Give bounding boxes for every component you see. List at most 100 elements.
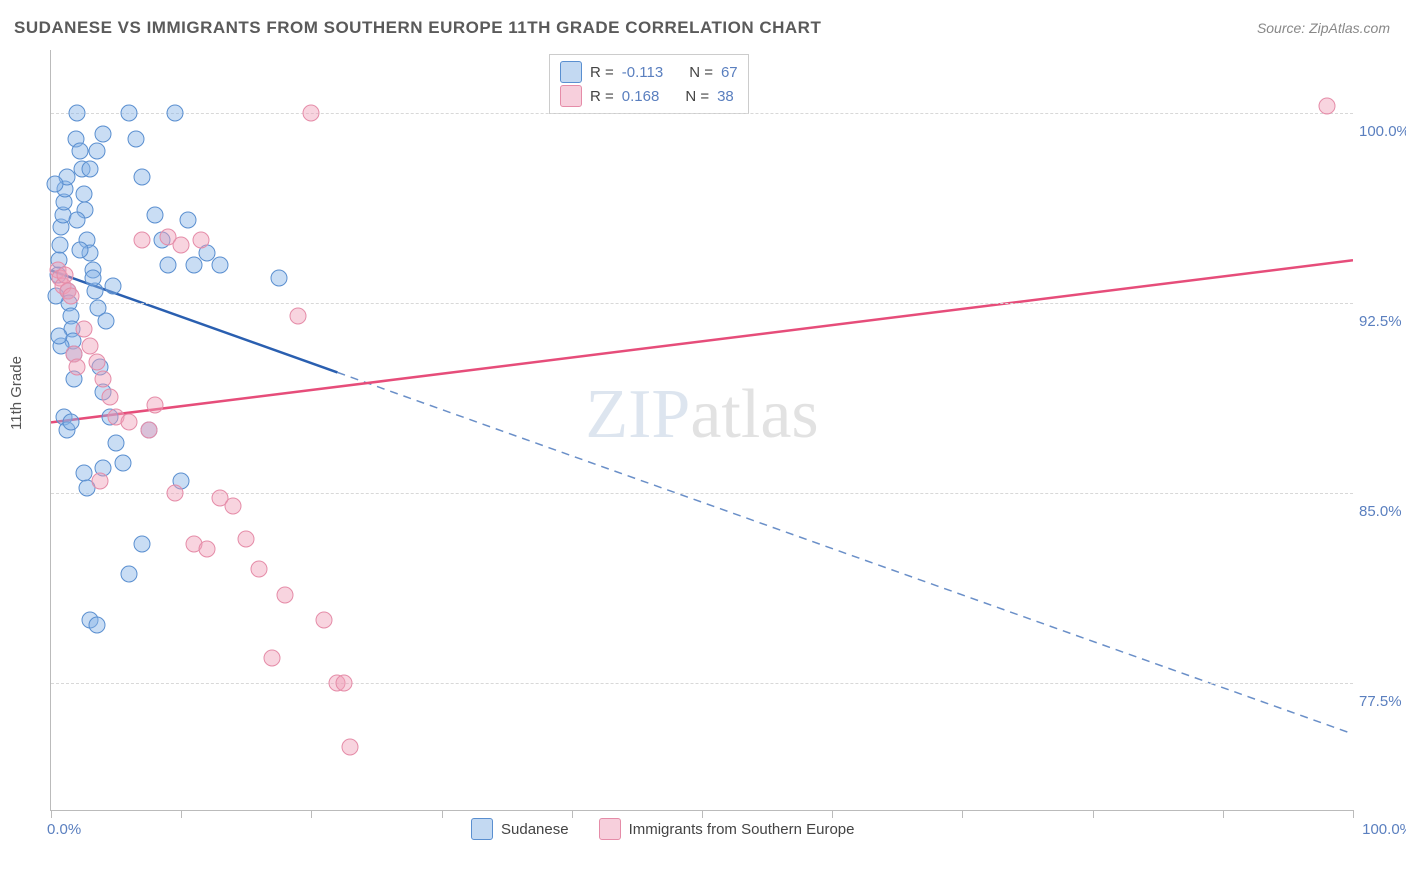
data-point (52, 237, 69, 254)
correlation-legend: R = -0.113 N = 67 R = 0.168 N = 38 (549, 54, 749, 114)
data-point (270, 270, 287, 287)
bottom-legend: Sudanese Immigrants from Southern Europe (471, 818, 855, 840)
data-point (121, 414, 138, 431)
data-point (71, 143, 88, 160)
data-point (212, 257, 229, 274)
legend-label-immigrants: Immigrants from Southern Europe (629, 821, 855, 838)
data-point (88, 353, 105, 370)
data-point (95, 125, 112, 142)
x-tick (51, 810, 52, 818)
y-tick-label: 85.0% (1359, 503, 1406, 520)
data-point (69, 358, 86, 375)
data-point (50, 328, 67, 345)
gridline (51, 683, 1353, 684)
data-point (92, 472, 109, 489)
data-point (238, 530, 255, 547)
watermark-zip: ZIP (585, 376, 690, 453)
legend-item-sudanese: Sudanese (471, 818, 569, 840)
legend-item-immigrants: Immigrants from Southern Europe (599, 818, 855, 840)
data-point (75, 186, 92, 203)
data-point (82, 161, 99, 178)
gridline (51, 303, 1353, 304)
data-point (1318, 97, 1335, 114)
data-point (316, 612, 333, 629)
y-tick-label: 100.0% (1359, 123, 1406, 140)
data-point (62, 414, 79, 431)
data-point (134, 536, 151, 553)
x-tick (1223, 810, 1224, 818)
n-label: N = (689, 64, 713, 81)
gridline (51, 493, 1353, 494)
data-point (134, 232, 151, 249)
data-point (192, 232, 209, 249)
swatch-blue (560, 61, 582, 83)
data-point (199, 541, 216, 558)
data-point (88, 617, 105, 634)
source-label: Source: ZipAtlas.com (1257, 20, 1390, 36)
data-point (251, 561, 268, 578)
data-point (62, 287, 79, 304)
data-point (84, 270, 101, 287)
r-value-blue: -0.113 (622, 64, 663, 81)
x-tick (962, 810, 963, 818)
x-tick (442, 810, 443, 818)
y-axis-label: 11th Grade (8, 356, 25, 430)
trend-line-solid (51, 260, 1353, 422)
data-point (121, 105, 138, 122)
gridline (51, 113, 1353, 114)
plot-area: ZIPatlas R = -0.113 N = 67 R = 0.168 N =… (50, 50, 1353, 811)
data-point (88, 143, 105, 160)
x-tick (1353, 810, 1354, 818)
watermark: ZIPatlas (585, 375, 818, 455)
data-point (121, 566, 138, 583)
data-point (160, 257, 177, 274)
watermark-atlas: atlas (690, 376, 818, 453)
data-point (166, 485, 183, 502)
data-point (97, 313, 114, 330)
data-point (134, 168, 151, 185)
legend-row-blue: R = -0.113 N = 67 (560, 61, 738, 83)
x-tick (572, 810, 573, 818)
legend-label-sudanese: Sudanese (501, 821, 569, 838)
data-point (179, 211, 196, 228)
data-point (46, 176, 63, 193)
data-point (342, 738, 359, 755)
x-tick (181, 810, 182, 818)
y-tick-label: 77.5% (1359, 693, 1406, 710)
data-point (127, 130, 144, 147)
n-value-blue: 67 (721, 64, 738, 81)
y-tick-label: 92.5% (1359, 313, 1406, 330)
r-label: R = (590, 64, 614, 81)
data-point (166, 105, 183, 122)
data-point (105, 277, 122, 294)
data-point (101, 389, 118, 406)
r-value-pink: 0.168 (622, 88, 660, 105)
data-point (225, 498, 242, 515)
data-point (75, 320, 92, 337)
data-point (69, 211, 86, 228)
x-tick (1093, 810, 1094, 818)
data-point (264, 650, 281, 667)
swatch-pink (560, 85, 582, 107)
r-label: R = (590, 88, 614, 105)
data-point (114, 454, 131, 471)
data-point (95, 371, 112, 388)
data-point (140, 422, 157, 439)
data-point (108, 434, 125, 451)
data-point (186, 257, 203, 274)
data-point (69, 105, 86, 122)
data-point (147, 396, 164, 413)
n-value-pink: 38 (717, 88, 734, 105)
swatch-pink (599, 818, 621, 840)
data-point (303, 105, 320, 122)
data-point (173, 237, 190, 254)
x-axis-end-label: 100.0% (1362, 821, 1406, 838)
chart-title: SUDANESE VS IMMIGRANTS FROM SOUTHERN EUR… (14, 18, 821, 38)
data-point (147, 206, 164, 223)
legend-row-pink: R = 0.168 N = 38 (560, 85, 738, 107)
n-label: N = (685, 88, 709, 105)
x-tick (832, 810, 833, 818)
data-point (75, 465, 92, 482)
data-point (290, 308, 307, 325)
data-point (71, 242, 88, 259)
